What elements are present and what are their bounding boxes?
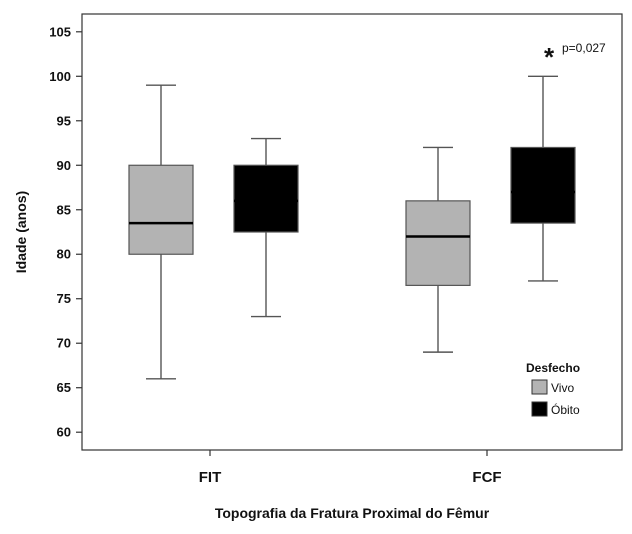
y-tick-label: 65 xyxy=(57,380,71,395)
y-tick-label: 105 xyxy=(49,24,71,39)
box-iqr xyxy=(405,200,471,286)
y-tick-label: 85 xyxy=(57,202,71,217)
y-tick-label: 75 xyxy=(57,291,71,306)
box-group xyxy=(128,84,194,380)
boxes-layer xyxy=(128,75,576,380)
box-iqr xyxy=(128,164,194,255)
x-tick-label: FIT xyxy=(199,469,222,486)
box-group xyxy=(405,146,471,353)
x-axis: FIT FCF xyxy=(199,450,502,486)
x-tick-label: FCF xyxy=(472,469,501,486)
box-group xyxy=(510,75,576,282)
y-tick-label: 60 xyxy=(57,425,71,440)
annotation-star: * xyxy=(544,42,555,72)
box-iqr xyxy=(510,146,576,224)
legend-swatch-obito xyxy=(531,401,548,417)
y-tick-label: 90 xyxy=(57,158,71,173)
y-tick-label: 80 xyxy=(57,247,71,262)
box-group xyxy=(233,137,299,318)
y-tick-label: 95 xyxy=(57,113,71,128)
legend-swatch-vivo xyxy=(531,379,548,395)
legend: Desfecho Vivo Óbito xyxy=(526,361,580,417)
annotation-p-value: p=0,027 xyxy=(562,41,606,55)
box-iqr xyxy=(233,164,299,233)
y-tick-label: 100 xyxy=(49,69,71,84)
plot-frame xyxy=(81,13,623,451)
x-axis-title: Topografia da Fratura Proximal do Fêmur xyxy=(215,505,490,521)
legend-label-vivo: Vivo xyxy=(551,381,574,395)
legend-label-obito: Óbito xyxy=(551,402,580,417)
y-axis-title: Idade (anos) xyxy=(13,191,29,273)
legend-title: Desfecho xyxy=(526,361,580,375)
y-tick-label: 70 xyxy=(57,336,71,351)
y-axis: 60 65 70 75 80 85 90 95 100 105 xyxy=(49,24,82,440)
